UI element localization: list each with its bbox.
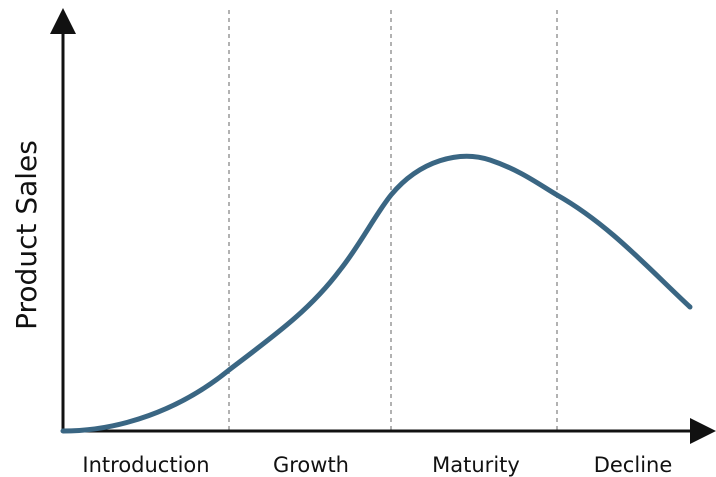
x-axis-arrow	[690, 418, 716, 444]
stage-label-maturity: Maturity	[432, 453, 520, 477]
stage-label-decline: Decline	[594, 453, 673, 477]
stage-label-growth: Growth	[273, 453, 349, 477]
y-axis-arrow	[50, 8, 76, 34]
sales-curve	[60, 153, 693, 434]
stage-label-introduction: Introduction	[82, 453, 209, 477]
y-axis-title: Product Sales	[10, 140, 43, 330]
